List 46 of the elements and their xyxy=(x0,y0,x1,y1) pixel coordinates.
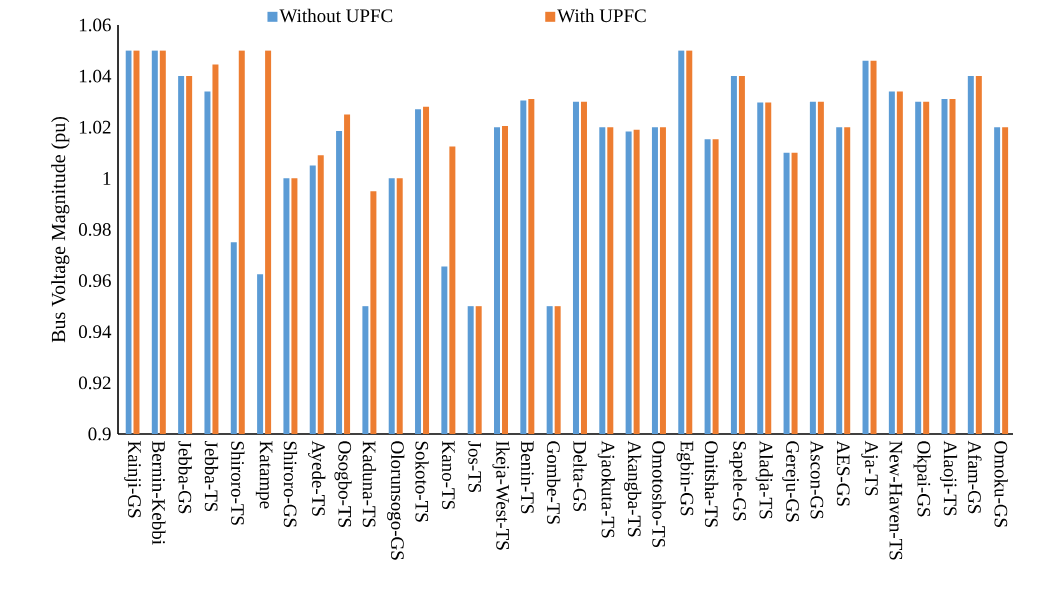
y-axis-title: Bus Voltage Magnitude (pu) xyxy=(51,116,70,343)
x-tick-label: Osogbo-TS xyxy=(334,441,352,527)
y-tick-label: 0.9 xyxy=(88,427,111,441)
x-tick-label: Gereju-GS xyxy=(782,441,799,522)
y-tick-label: 0.96 xyxy=(78,274,111,288)
x-tick-label: Kaduna-TS xyxy=(362,441,377,527)
x-tick-label: Delta-GS xyxy=(573,441,587,512)
x-tick-label: Ikeja-West-TS xyxy=(492,441,510,550)
x-tick-label: Ascon-GS xyxy=(810,440,824,519)
x-tick-label: Sokoto-TS xyxy=(415,441,429,522)
x-tick-label: Jebba-GS xyxy=(178,440,192,514)
x-tick-label: Benin-TS xyxy=(520,441,534,514)
x-tick-label: Omoku-GS xyxy=(994,441,1008,527)
x-tick-label: Olorunsogo-GS xyxy=(387,441,405,560)
x-tick-label: Jos-TS xyxy=(468,440,482,493)
x-tick-label: Shiroro-TS xyxy=(231,441,245,525)
x-tick-label: Jebba-TS xyxy=(204,440,219,512)
x-tick-label: Ayede-TS xyxy=(308,440,326,516)
legend-label: With UPFC xyxy=(557,8,646,23)
x-tick-label: Afam-GS xyxy=(968,440,982,514)
y-tick-label: 1.06 xyxy=(79,18,111,32)
x-tick-label: Kano-TS xyxy=(441,441,455,509)
y-tick-label: 1 xyxy=(103,172,111,185)
x-tick-label: Katampe xyxy=(255,441,273,509)
x-tick-label: Egbin-GS xyxy=(676,441,694,516)
x-tick-label: Alaoji-TS xyxy=(939,440,958,516)
x-tick-label: Shiroro-GS xyxy=(283,441,298,527)
y-tick-label: 1.04 xyxy=(79,69,112,83)
x-tick-label: Akangba-TS xyxy=(623,440,642,537)
x-tick-label: New-Haven-TS xyxy=(889,441,903,560)
x-tick-label: Aja-TS xyxy=(861,440,878,496)
x-tick-label: Okpai-GS xyxy=(913,441,931,517)
x-tick-label: Aladja-TS xyxy=(755,440,773,519)
x-tick-label: AES-GS xyxy=(836,440,850,506)
y-tick-label: 0.98 xyxy=(78,223,111,236)
x-tick-label: Bernin-Kebbi xyxy=(152,441,166,545)
x-tick-label: Sapele-GS xyxy=(729,441,747,521)
x-tick-label: Omotosho-TS xyxy=(652,441,666,548)
x-tick-label: Kainji-GS xyxy=(124,441,141,518)
y-tick-label: 0.92 xyxy=(78,376,111,390)
x-tick-label: Ajaokuta-TS xyxy=(597,440,615,538)
y-tick-label: 0.94 xyxy=(78,325,112,339)
y-tick-label: 1.02 xyxy=(79,120,111,134)
legend-label: Without UPFC xyxy=(279,8,393,23)
x-tick-label: Gombe-TS xyxy=(546,441,561,524)
x-tick-label: Onitsha-TS xyxy=(704,441,719,527)
